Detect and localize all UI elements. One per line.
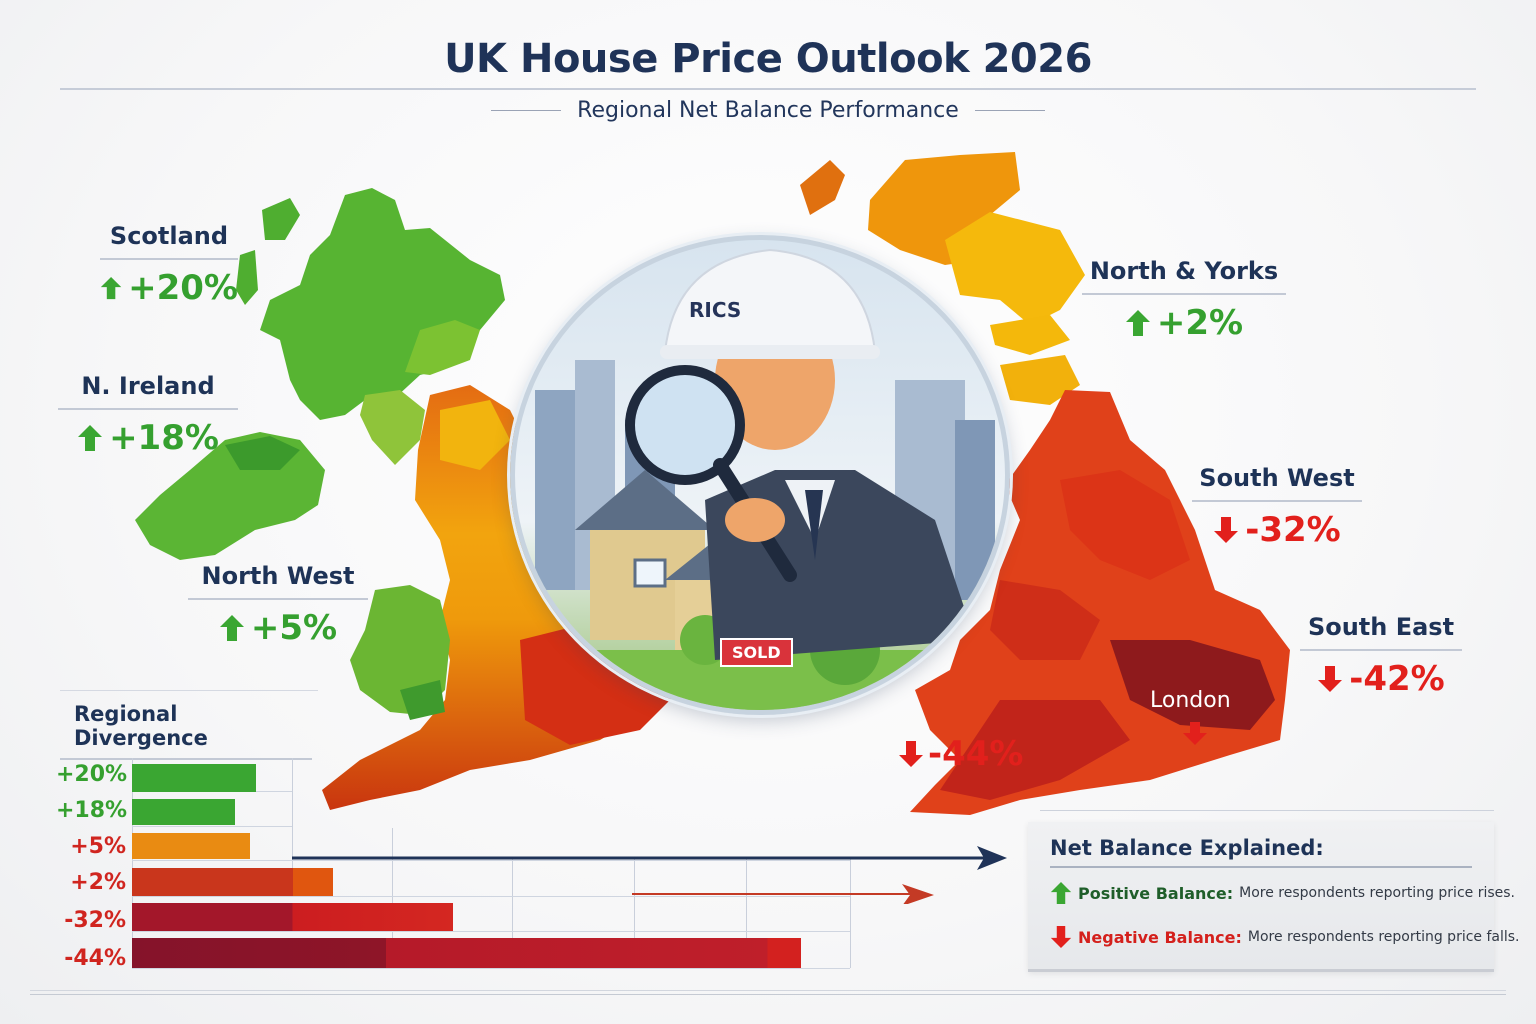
region-value-text: +5% [250,608,338,648]
arrow-up-icon [219,615,244,641]
gridline [132,860,850,861]
region-value-text: +18% [109,418,219,458]
map-scotland [236,188,505,465]
subtitle-row: Regional Net Balance Performance [0,98,1536,123]
region-label-scotland: Scotland +20% [100,222,238,308]
explainer-divider [1050,866,1472,868]
page-title: UK House Price Outlook 2026 [444,36,1092,82]
chart-title-top-rule [60,690,318,691]
region-value: -32% [1192,510,1362,550]
arrow-down-icon [1214,517,1239,543]
region-value: +5% [188,608,368,648]
red-arrowhead-icon [902,884,934,904]
london-arrow-down-icon [1183,722,1207,745]
bar-south-west [132,903,453,931]
map-ireland [135,432,325,560]
region-value-text: -42% [1349,659,1445,699]
gridline [850,858,851,968]
subtitle-rule-left [491,109,562,112]
chart-axis-x [132,968,850,969]
positive-label: Positive Balance: [1078,883,1234,903]
region-label-north-yorks: North & Yorks +2% [1082,257,1286,343]
region-value: +20% [100,268,238,308]
region-value-text: +20% [128,268,238,308]
bar-london [132,938,801,968]
region-name: N. Ireland [58,372,238,410]
gridline [392,828,393,968]
arrow-up-icon [78,425,103,451]
negative-text: More respondents reporting price falls. [1247,929,1520,945]
arrow-down-icon [1318,666,1343,692]
map-label-london: London [1150,688,1231,713]
region-label-south-west: South West -32% [1192,464,1362,550]
bar-north-yorks [132,868,333,896]
net-balance-explainer: Net Balance Explained: Positive Balance:… [1028,822,1520,972]
footer-rule [30,990,1506,991]
gridline [634,858,635,968]
trend-arrows [292,846,1007,904]
region-label-north-west: North West +5% [188,562,368,648]
region-name: North & Yorks [1082,257,1286,295]
bar-label: +2% [70,870,126,895]
region-value-text: +2% [1156,303,1244,343]
region-value: +18% [58,418,238,458]
rics-helmet-logo: RICS [689,298,742,322]
explainer-title: Net Balance Explained: [1050,836,1324,860]
london-value: -44% [898,734,1024,774]
region-value: -42% [1300,659,1462,699]
bar-label: +20% [56,762,128,787]
arrow-up-icon [1050,882,1072,904]
map-right-scotland [800,152,1085,405]
arrow-up-icon [1125,310,1150,336]
region-label-n-ireland: N. Ireland +18% [58,372,238,458]
gridline [746,858,747,968]
region-name: South West [1192,464,1362,502]
arrow-down-icon [1050,926,1072,948]
region-value: +2% [1082,303,1286,343]
bar-label: +18% [56,798,128,823]
arrow-down-icon [899,741,923,767]
region-name: North West [188,562,368,600]
region-value-text: -44% [928,734,1024,774]
bar-n-ireland [132,799,235,825]
region-name: South East [1300,613,1462,651]
navy-arrowhead-icon [977,846,1007,870]
bar-scotland [132,764,256,792]
gridline [132,931,850,932]
gridline [512,858,513,968]
rics-surveyor-illustration: RICS SOLD [510,235,1010,715]
arrow-up-icon [100,276,122,300]
sold-sign: SOLD [720,638,793,667]
divergence-bar-chart: +20% +18% +5% +2% -32% -44% [56,758,852,971]
explainer-positive: Positive Balance: More respondents repor… [1050,880,1515,906]
explainer-negative: Negative Balance: More respondents repor… [1050,924,1520,950]
region-value-text: -32% [1245,510,1341,550]
bar-label: +5% [70,834,126,859]
explainer-top-rule [1040,810,1494,811]
negative-label: Negative Balance: [1078,927,1242,947]
title-divider [60,88,1476,90]
bar-label: -32% [64,908,126,933]
map-right-england [910,390,1290,815]
chart-axis-y [132,758,133,968]
chart-title: Regional Divergence [60,702,312,760]
region-name: Scotland [100,222,238,260]
positive-text: More respondents reporting price rises. [1239,885,1516,901]
bar-label: -44% [64,946,126,971]
page-subtitle: Regional Net Balance Performance [577,98,959,123]
subtitle-rule-right [974,109,1045,112]
gridline [132,896,850,897]
map-wales [350,585,450,720]
footer-rule [30,994,1506,995]
region-label-south-east: South East -42% [1300,613,1462,699]
gridline [132,826,292,827]
gridline [292,758,293,868]
bar-north-west [132,833,250,859]
